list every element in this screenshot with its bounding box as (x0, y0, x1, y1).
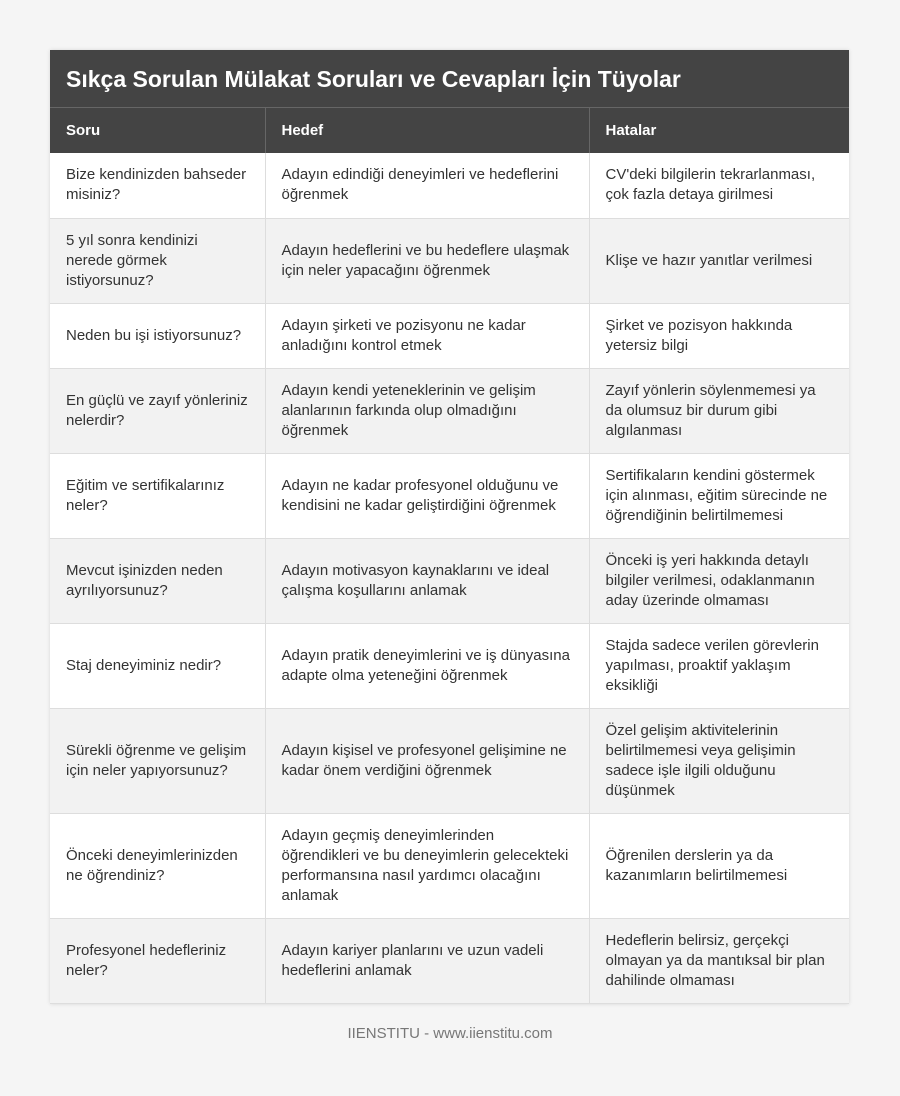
footer-credit: IIENSTITU - www.iienstitu.com (347, 1025, 553, 1042)
table-row: En güçlü ve zayıf yönleriniz nelerdir? Ad… (50, 368, 849, 454)
cell-hatalar: Öğrenilen derslerin ya da kazanımların b… (589, 813, 849, 919)
cell-hatalar: Sertifikaların kendini göstermek için al… (589, 453, 849, 539)
cell-hatalar: Önceki iş yeri hakkında detaylı bilgiler… (589, 538, 849, 624)
cell-hedef: Adayın edindiği deneyimleri ve hedefleri… (265, 153, 590, 219)
header-row: Soru Hedef Hatalar (50, 108, 849, 153)
cell-hatalar: Zayıf yönlerin söylenmemesi ya da olumsu… (589, 368, 849, 454)
faq-table-card: Sıkça Sorulan Mülakat Soruları ve Cevapl… (50, 50, 849, 1004)
cell-hatalar: Stajda sadece verilen görevlerin yapılma… (589, 623, 849, 709)
cell-hedef: Adayın kişisel ve profesyonel gelişimine… (265, 708, 590, 814)
cell-hatalar: CV'deki bilgilerin tekrarlanması, çok fa… (589, 153, 849, 219)
header-hatalar: Hatalar (589, 108, 849, 153)
cell-hedef: Adayın motivasyon kaynaklarını ve ideal … (265, 538, 590, 624)
cell-hedef: Adayın ne kadar profesyonel olduğunu ve … (265, 453, 590, 539)
cell-hedef: Adayın hedeflerini ve bu hedeflere ulaşm… (265, 218, 590, 304)
cell-hedef: Adayın geçmiş deneyimlerinden öğrendikle… (265, 813, 590, 919)
cell-soru: Eğitim ve sertifikalarınız neler? (50, 453, 266, 539)
table-row: 5 yıl sonra kendinizi nerede görmek isti… (50, 218, 849, 304)
cell-soru: Profesyonel hedefleriniz neler? (50, 918, 266, 1004)
cell-hatalar: Klişe ve hazır yanıtlar verilmesi (589, 218, 849, 304)
cell-hatalar: Özel gelişim aktivitelerinin belirtilmem… (589, 708, 849, 814)
header-hedef: Hedef (265, 108, 590, 153)
cell-soru: Staj deneyiminiz nedir? (50, 623, 266, 709)
table-row: Mevcut işinizden neden ayrılıyorsunuz? Ad… (50, 538, 849, 624)
table-row: Eğitim ve sertifikalarınız neler? Adayın … (50, 453, 849, 539)
cell-soru: Bize kendinizden bahseder misiniz? (50, 153, 266, 219)
cell-hatalar: Şirket ve pozisyon hakkında yetersiz bil… (589, 303, 849, 369)
table-row: Sürekli öğrenme ve gelişim için neler ya… (50, 708, 849, 814)
cell-soru: Sürekli öğrenme ve gelişim için neler ya… (50, 708, 266, 814)
cell-soru: Neden bu işi istiyorsunuz? (50, 303, 266, 369)
table-row: Neden bu işi istiyorsunuz? Adayın şirketi… (50, 303, 849, 369)
cell-hedef: Adayın kendi yeteneklerinin ve gelişim a… (265, 368, 590, 454)
cell-soru: Mevcut işinizden neden ayrılıyorsunuz? (50, 538, 266, 624)
cell-soru: En güçlü ve zayıf yönleriniz nelerdir? (50, 368, 266, 454)
table-row: Önceki deneyimlerinizden ne öğrendiniz? A… (50, 813, 849, 919)
cell-soru: Önceki deneyimlerinizden ne öğrendiniz? (50, 813, 266, 919)
cell-soru: 5 yıl sonra kendinizi nerede görmek isti… (50, 218, 266, 304)
cell-hatalar: Hedeflerin belirsiz, gerçekçi olmayan ya… (589, 918, 849, 1004)
cell-hedef: Adayın pratik deneyimlerini ve iş dünyas… (265, 623, 590, 709)
cell-hedef: Adayın kariyer planlarını ve uzun vadeli… (265, 918, 590, 1004)
cell-hedef: Adayın şirketi ve pozisyonu ne kadar anl… (265, 303, 590, 369)
table-row: Profesyonel hedefleriniz neler? Adayın ka… (50, 918, 849, 1004)
table-row: Bize kendinizden bahseder misiniz? Adayın… (50, 153, 849, 219)
header-soru: Soru (50, 108, 266, 153)
interview-table: Soru Hedef Hatalar Bize kendinizden bahs… (50, 108, 849, 1004)
table-title: Sıkça Sorulan Mülakat Soruları ve Cevapl… (50, 50, 849, 108)
table-row: Staj deneyiminiz nedir? Adayın pratik den… (50, 623, 849, 709)
